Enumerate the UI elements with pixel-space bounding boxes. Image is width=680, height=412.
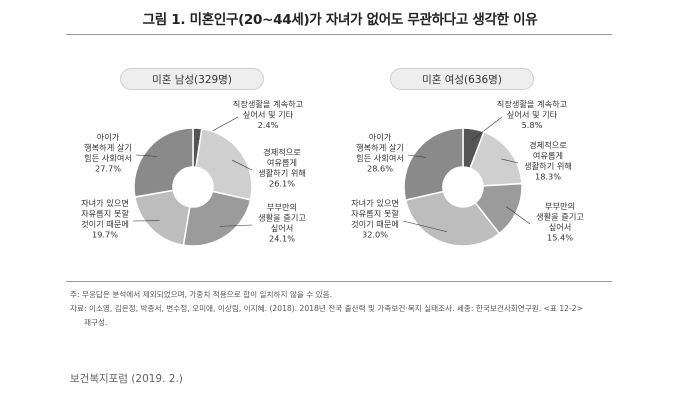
leader-line-1-3 xyxy=(402,220,448,233)
pie-slice-0-3 xyxy=(133,189,191,247)
leader-line-1-1 xyxy=(501,158,519,164)
slice-label-1-0: 직장생활을 계속하고 싶어서 및 기타 5.8% xyxy=(497,99,568,130)
slice-label-1-1: 경제적으로 여유롭게 생활하기 위해 18.3% xyxy=(524,140,572,182)
slice-label-1-4: 아이가 행복하게 살기 힘든 사회여서 28.6% xyxy=(356,132,404,174)
slice-label-1-3: 자녀가 있으면 자유롭지 못할 것이기 때문에 32.0% xyxy=(351,198,399,240)
panel-title-female: 미혼 여성(636명) xyxy=(390,68,534,90)
slice-label-0-3: 자녀가 있으면 자유롭지 못할 것이기 때문에 19.7% xyxy=(81,198,129,240)
pie-slice-0-2 xyxy=(182,190,252,247)
publication-footer: 보건복지포럼 (2019. 2.) xyxy=(70,373,183,385)
pie-slice-1-4 xyxy=(403,127,464,202)
pie-slice-0-1 xyxy=(195,127,253,201)
source-line-continued: 재구성. xyxy=(84,318,108,327)
figure-title: 그림 1. 미혼인구(20~44세)가 자녀가 없어도 무관하다고 생각한 이유 xyxy=(142,12,538,28)
slice-label-1-2: 부부만의 생활을 즐기고 싶어서 15.4% xyxy=(536,201,584,243)
panel-title-male: 미혼 남성(329명) xyxy=(120,68,264,90)
pie-slice-1-3 xyxy=(404,190,501,247)
slice-label-0-2: 부부만의 생활을 즐기고 싶어서 24.1% xyxy=(258,202,306,244)
pie-slice-0-4 xyxy=(133,127,194,198)
slice-label-0-0: 직장생활을 계속하고 싶어서 및 기타 2.4% xyxy=(233,99,304,130)
source-line: 자료: 이소영, 김은정, 박종서, 변수정, 오미애, 이상림, 이지혜. (… xyxy=(70,304,583,313)
leader-line-1-2 xyxy=(506,206,531,225)
leader-line-1-0 xyxy=(471,116,503,141)
note-line: 주: 무응답은 분석에서 제외되었으며, 가중치 적용으로 합이 일치하지 않을… xyxy=(70,290,333,299)
leader-line-0-1 xyxy=(232,159,253,171)
leader-line-0-2 xyxy=(219,224,253,227)
leader-line-0-4 xyxy=(135,154,157,157)
bottom-rule xyxy=(66,281,612,282)
leader-line-1-4 xyxy=(407,154,426,158)
slice-label-0-1: 경제적으로 여유롭게 생활하기 위해 26.1% xyxy=(258,147,306,189)
top-rule xyxy=(66,34,612,35)
slice-label-0-4: 아이가 행복하게 살기 힘든 사회여서 27.7% xyxy=(84,132,132,174)
